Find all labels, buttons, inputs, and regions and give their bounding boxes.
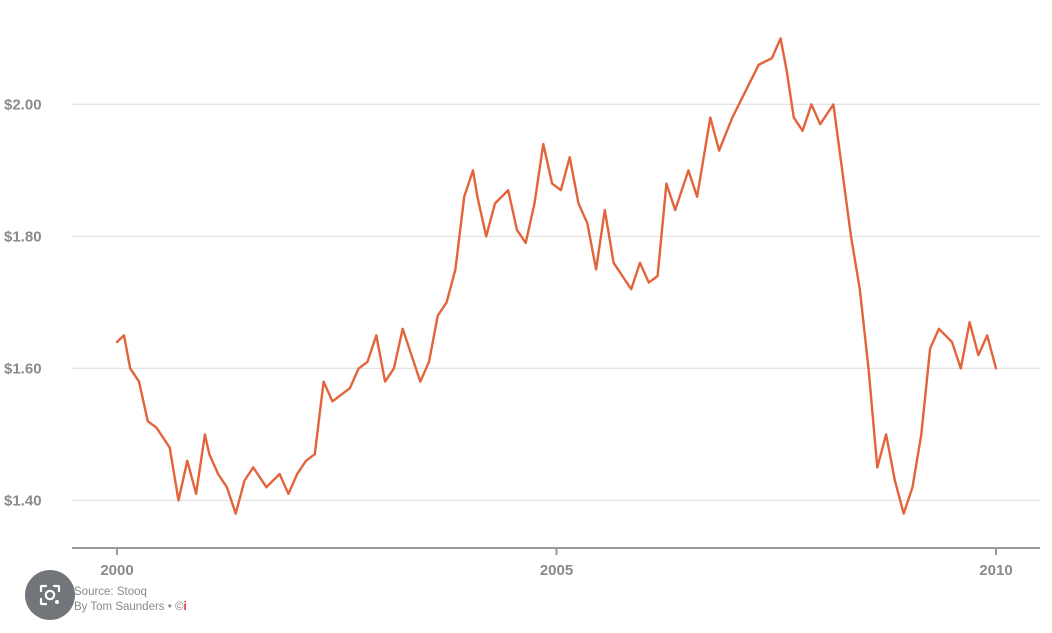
gridlines [72,103,1040,501]
y-axis-ticks: $1.40 $1.60 $1.80 $2.00 [4,96,42,509]
x-tick-label: 2005 [540,562,573,579]
info-icon[interactable]: i [183,601,187,613]
y-tick-label: $1.80 [4,228,42,245]
x-tick-label: 2000 [100,562,133,579]
x-tick-label: 2010 [979,562,1012,579]
series-group [115,37,998,515]
y-tick-label: $1.60 [4,360,42,377]
lens-icon[interactable] [25,570,75,620]
x-axis-ticks: 2000 2005 2010 [100,548,1013,579]
chart-credits: Source: Stooq By Tom Saunders • ©i [74,585,187,615]
byline: By Tom Saunders • ©i [74,600,187,615]
camera-lens-glyph [39,584,61,606]
y-tick-label: $1.40 [4,492,42,509]
series-line-0 [115,37,998,515]
byline-suffix: • © [167,601,184,613]
source-note: Source: Stooq [74,586,147,598]
y-tick-label: $2.00 [4,96,42,113]
byline-author: By Tom Saunders [74,601,165,613]
